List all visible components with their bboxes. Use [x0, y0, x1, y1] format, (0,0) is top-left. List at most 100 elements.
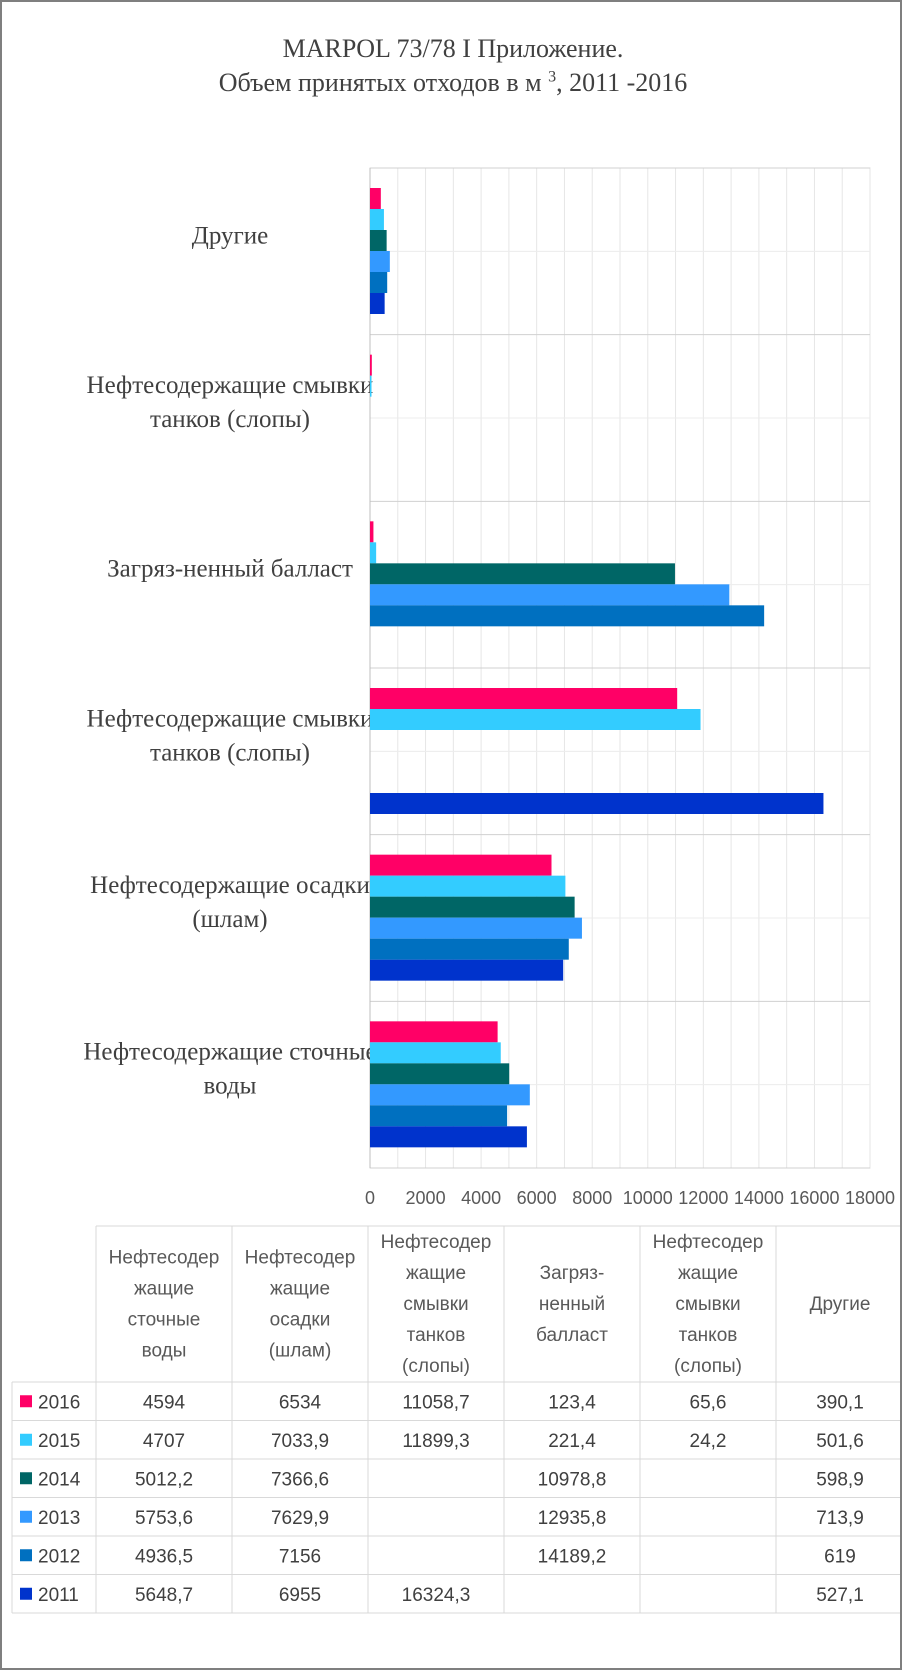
table-header-text: (слопы) [402, 1356, 470, 1377]
table-header-text: Загряз- [540, 1263, 605, 1284]
chart-title: MARPOL 73/78 I Приложение. [282, 34, 624, 63]
category-label: Нефтесодержащие осадки [90, 872, 370, 899]
legend-swatch-2015 [20, 1433, 32, 1446]
category-label: танков (слопы) [150, 739, 310, 766]
bar-2015 [370, 709, 701, 730]
table-header-text: воды [142, 1341, 187, 1362]
bar-2015 [370, 875, 566, 897]
x-tick-label: 2000 [406, 1188, 446, 1208]
table-cell-value: 6955 [279, 1585, 321, 1606]
table-cell-value: 10978,8 [538, 1469, 607, 1490]
subtitle-years: , 2011 -2016 [556, 68, 688, 97]
table-header-text: осадки [270, 1310, 331, 1331]
bar-2014 [370, 230, 387, 251]
table-header-text: жащие [270, 1279, 330, 1300]
table-header-text: сточные [128, 1310, 201, 1331]
table-cell-value: 5753,6 [135, 1508, 193, 1529]
table-header-text: жащие [134, 1279, 194, 1300]
legend-year-label: 2016 [38, 1392, 80, 1413]
bar-2011 [370, 293, 385, 314]
table-header-text: балласт [536, 1325, 608, 1346]
bar-2014 [370, 1063, 510, 1085]
table-cell-value: 7156 [279, 1546, 321, 1567]
table-header-text: Нефтесодер [381, 1232, 492, 1253]
bar-2012 [370, 605, 765, 627]
table-cell-value: 11058,7 [402, 1392, 469, 1413]
table-header-text: Нефтесодер [109, 1248, 220, 1269]
table-header-text: Другие [810, 1294, 871, 1315]
table-cell-value: 619 [824, 1546, 856, 1567]
table-cell-value: 65,6 [690, 1392, 727, 1413]
legend-swatch-2014 [20, 1472, 32, 1485]
table-cell-value: 5648,7 [135, 1585, 193, 1606]
category-label: (шлам) [192, 906, 267, 933]
legend-swatch-2012 [20, 1549, 32, 1562]
legend-year-label: 2011 [38, 1585, 79, 1606]
table-cell-value: 4707 [143, 1431, 185, 1452]
bar-2015 [370, 542, 377, 564]
x-tick-label: 8000 [572, 1188, 612, 1208]
category-label: Другие [192, 222, 268, 249]
legend-year-label: 2012 [38, 1546, 80, 1567]
bar-2016 [370, 521, 374, 543]
table-cell-value: 4936,5 [135, 1546, 193, 1567]
table-header-text: (шлам) [269, 1341, 332, 1362]
table-cell-value: 14189,2 [538, 1546, 607, 1567]
table-cell-value: 7366,6 [271, 1469, 329, 1490]
table-cell-value: 5012,2 [135, 1469, 193, 1490]
category-label: Загряз-ненный балласт [107, 556, 353, 583]
bar-2012 [370, 1105, 508, 1127]
table-header-text: (слопы) [674, 1356, 742, 1377]
bar-2013 [370, 1084, 530, 1106]
table-cell-value: 4594 [143, 1392, 186, 1413]
table-cell-value: 527,1 [816, 1585, 864, 1606]
table-cell-value: 12935,8 [538, 1508, 607, 1529]
table-header-text: Нефтесодер [653, 1232, 764, 1253]
bar-2015 [370, 1042, 501, 1064]
legend-swatch-2016 [20, 1395, 32, 1408]
table-cell-value: 598,9 [816, 1469, 864, 1490]
bar-2012 [370, 938, 569, 960]
category-label: Нефтесодержащие сточные [83, 1039, 376, 1066]
legend-year-label: 2014 [38, 1469, 81, 1490]
table-header-text: смывки [403, 1294, 468, 1315]
legend-year-label: 2013 [38, 1508, 80, 1529]
category-label: воды [204, 1073, 257, 1100]
table-header-text: жащие [406, 1263, 466, 1284]
x-tick-label: 0 [365, 1188, 375, 1208]
bar-2011 [370, 793, 824, 814]
bar-2012 [370, 272, 388, 293]
table-cell-value: 221,4 [548, 1431, 596, 1452]
chart-subtitle: Объем принятых отходов в м 3, 2011 -2016 [2, 68, 900, 98]
table-cell-value: 390,1 [816, 1392, 864, 1413]
table-cell-value: 16324,3 [402, 1585, 471, 1606]
table-header-text: жащие [678, 1263, 738, 1284]
bar-2014 [370, 563, 675, 585]
subtitle-superscript: 3 [548, 68, 557, 86]
bar-2011 [370, 1126, 527, 1148]
table-cell-value: 7033,9 [271, 1431, 329, 1452]
x-tick-label: 14000 [734, 1188, 784, 1208]
x-tick-label: 4000 [461, 1188, 501, 1208]
x-tick-label: 12000 [678, 1188, 728, 1208]
legend-swatch-2013 [20, 1510, 32, 1523]
legend-year-label: 2015 [38, 1431, 80, 1452]
table-cell-value: 11899,3 [402, 1431, 469, 1452]
bar-2016 [370, 188, 381, 209]
bar-2013 [370, 917, 582, 939]
legend-swatch-2011 [20, 1587, 32, 1600]
x-tick-label: 6000 [517, 1188, 557, 1208]
table-header-text: смывки [675, 1294, 740, 1315]
bar-2013 [370, 584, 730, 606]
category-label: Нефтесодержащие смывки [87, 372, 374, 399]
bar-2015 [370, 375, 372, 397]
table-cell-value: 123,4 [548, 1392, 596, 1413]
x-tick-label: 10000 [623, 1188, 673, 1208]
table-header-text: Нефтесодер [245, 1248, 356, 1269]
category-label: танков (слопы) [150, 406, 310, 433]
table-cell-value: 24,2 [690, 1431, 727, 1452]
table-header-text: танков [407, 1325, 466, 1346]
x-tick-label: 16000 [789, 1188, 839, 1208]
